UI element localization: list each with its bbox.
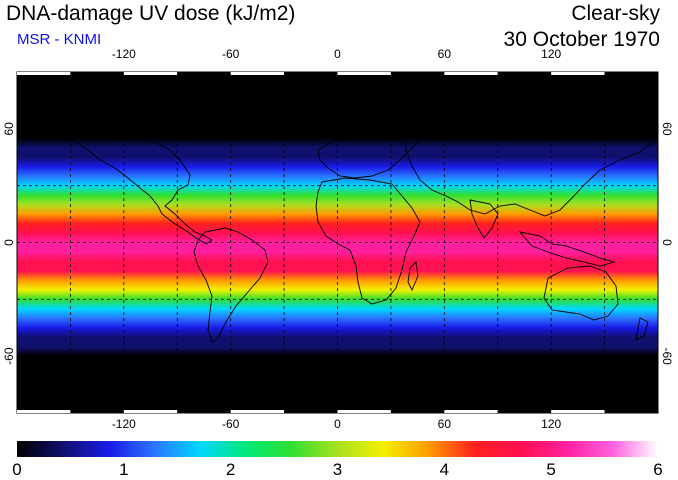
- asia-outline: [404, 107, 657, 217]
- lat-label-right: -60: [660, 347, 674, 365]
- africa-outline: [315, 177, 421, 305]
- frame-tick-segment: [497, 72, 552, 75]
- frame-tick-segment: [17, 410, 71, 413]
- frame-tick-segment: [337, 72, 391, 75]
- frame-tick-segment: [284, 410, 338, 413]
- frame-tick-segment: [551, 410, 605, 413]
- lat-label-left: -60: [2, 347, 16, 365]
- frame-tick-segment: [70, 410, 124, 413]
- colorbar-label: 5: [546, 460, 555, 479]
- australia-outline: [543, 265, 619, 321]
- frame-tick-segment: [70, 72, 124, 75]
- frame-tick-segment: [123, 410, 178, 413]
- lon-label-bottom: -120: [112, 417, 136, 431]
- colorbar-label: 2: [226, 460, 235, 479]
- map-title: DNA-damage UV dose (kJ/m2): [6, 2, 296, 25]
- frame-tick-segment: [390, 410, 445, 413]
- map-date: 30 October 1970: [503, 28, 660, 51]
- frame-tick-segment: [551, 72, 605, 75]
- colorbar-label: 3: [333, 460, 342, 479]
- frame-tick-segment: [444, 72, 498, 75]
- frame-tick-segment: [230, 410, 285, 413]
- colorbar-labels: 0 1 2 3 4 5 6: [12, 460, 662, 479]
- frame-tick-segment: [444, 410, 498, 413]
- north-america-outline: [38, 117, 213, 245]
- frame-tick-segment: [497, 410, 552, 413]
- credit-label: MSR - KNMI: [17, 31, 102, 48]
- frame-tick-segment: [123, 72, 178, 75]
- lon-label-top: -120: [112, 47, 136, 61]
- frame-tick-segment: [230, 72, 285, 75]
- colorbar-label: 0: [12, 460, 21, 479]
- frame-tick-segment: [390, 72, 445, 75]
- lat-label-left: 0: [2, 239, 16, 246]
- colorbar: [17, 441, 658, 457]
- colorbar-label: 4: [440, 460, 449, 479]
- frame-ticks: -120 -120 -60 -60 0 0 60 60 120 120 60 60 0 0 -60 -60: [2, 47, 674, 431]
- india-outline: [469, 199, 499, 239]
- colorbar-label: 6: [653, 460, 662, 479]
- south-america-outline: [193, 227, 269, 343]
- madagascar-outline: [407, 261, 419, 292]
- frame-tick-segment: [604, 72, 658, 75]
- lon-label-top: -60: [222, 47, 240, 61]
- lon-label-top: 0: [334, 47, 341, 61]
- sky-condition: Clear-sky: [571, 2, 660, 25]
- lon-label-bottom: -60: [222, 417, 240, 431]
- southeast-asia-islands: [518, 231, 616, 267]
- lon-label-top: 120: [541, 47, 561, 61]
- lat-label-right: 0: [660, 239, 674, 246]
- lat-label-left: 60: [2, 122, 16, 136]
- lon-label-bottom: 60: [438, 417, 452, 431]
- map-plot-area: [17, 72, 658, 413]
- frame-tick-segment: [337, 410, 391, 413]
- new-zealand-outline: [635, 317, 649, 341]
- frame-tick-segment: [604, 410, 658, 413]
- lon-label-bottom: 0: [334, 417, 341, 431]
- antarctica-outline: [17, 371, 658, 393]
- europe-outline: [317, 125, 421, 179]
- frame-tick-segment: [177, 72, 231, 75]
- lat-label-right: 60: [660, 122, 674, 136]
- frame-tick-segment: [284, 72, 338, 75]
- frame-tick-segment: [177, 410, 231, 413]
- lon-label-top: 60: [438, 47, 452, 61]
- lon-label-bottom: 120: [541, 417, 561, 431]
- graticule: [17, 72, 658, 413]
- frame-tick-segment: [17, 72, 71, 75]
- colorbar-label: 1: [119, 460, 128, 479]
